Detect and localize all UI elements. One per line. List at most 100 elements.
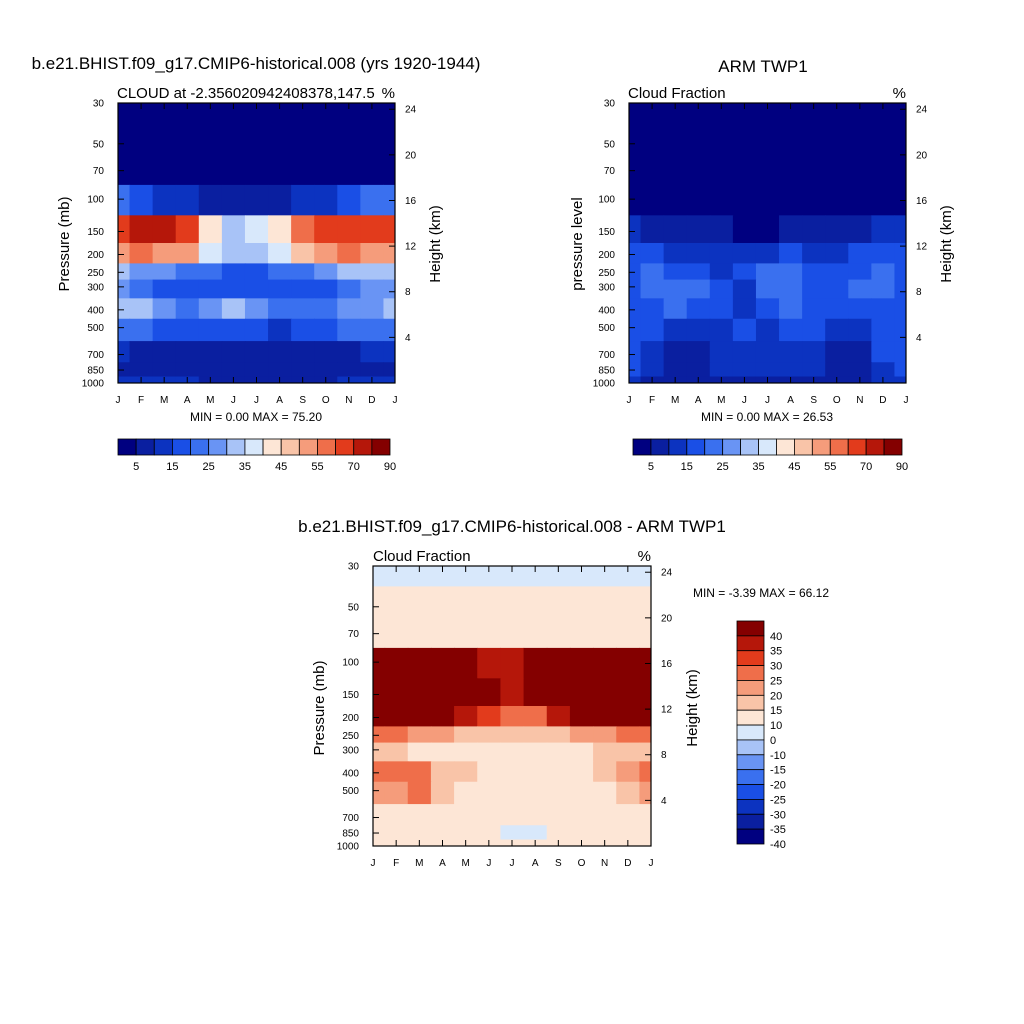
heatmap-cell [152,318,177,342]
y-tick-label: 200 [342,713,359,724]
heatmap-cell [523,825,548,841]
x-tick-label: M [415,858,423,869]
heatmap-cell [314,243,338,264]
height-tick-label: 4 [661,796,667,807]
heatmap-cell [198,263,223,281]
heatmap-cell [894,279,906,299]
colorbar-label: 55 [824,461,836,473]
heatmap-cell [118,215,131,244]
colorbar-label: -35 [770,824,786,836]
heatmap-cell [244,318,269,342]
y-tick-label: 100 [342,658,359,669]
height-tick-label: 20 [916,150,928,161]
heatmap-cell [686,362,711,378]
heatmap-cell [732,157,757,186]
heatmap-cell [407,678,432,707]
heatmap-cell [175,279,200,299]
heatmap-cell [454,781,478,805]
heatmap-cell [802,298,826,320]
heatmap-cell [407,761,432,783]
y-tick-label: 50 [604,139,616,150]
heatmap-cell [152,263,177,281]
heatmap-cell [477,726,502,744]
heatmap-cell [337,362,361,378]
colorbar-swatch [736,769,765,785]
heatmap-cell [152,362,177,378]
heatmap-cell [373,742,386,762]
heatmap-cell [871,243,896,264]
heatmap-cell [663,263,688,281]
heatmap-cell [546,586,571,621]
heatmap-cell [337,157,361,186]
heatmap-cell [129,157,154,186]
heatmap-cell [268,279,292,299]
heatmap-cell [268,215,292,244]
heatmap-cell [175,263,200,281]
heatmap-cell [802,103,826,124]
heatmap-cell [291,157,315,186]
heatmap-cell [663,123,688,158]
heatmap-cell [546,726,571,744]
heatmap-cell [871,215,896,244]
height-tick-label: 16 [916,196,928,207]
heatmap-cell [779,341,803,363]
heatmap-cell [244,298,269,320]
heatmap-cell [732,243,757,264]
heatmap-cell [407,566,432,587]
heatmap-cell [500,804,525,826]
heatmap-cell [118,362,131,378]
heatmap-cell [221,279,246,299]
heatmap-cell [709,341,734,363]
heatmap-cell [779,123,803,158]
heatmap-cell [629,184,642,216]
x-tick-label: J [627,395,632,406]
heatmap-cell [384,781,409,805]
heatmap-cell [175,184,200,216]
heatmap-cell [430,726,455,744]
y-tick-label: 500 [342,786,359,797]
heatmap-cell [593,726,617,744]
heatmap-cell [640,157,665,186]
heatmap-cell [639,678,651,707]
heatmap-cell [454,825,478,841]
heatmap-cell [477,566,502,587]
colorbar-label: 35 [239,461,251,473]
y-tick-label: 100 [598,195,615,206]
heatmap-cell [629,298,642,320]
colorbar-label: 15 [166,461,178,473]
colorbar-label: 90 [896,461,908,473]
heatmap-cell [407,586,432,621]
colorbar-swatch [736,813,765,830]
heatmap-cell [802,341,826,363]
heatmap-cell [360,362,385,378]
x-tick-label: M [717,395,725,406]
heatmap-cell [848,184,872,216]
y-tick-label: 50 [93,139,105,150]
heatmap-cell [407,742,432,762]
heatmap-cell [894,341,906,363]
heatmap-cell [755,243,780,264]
y-tick-label: 700 [342,813,359,824]
heatmap-cell [640,362,665,378]
heatmap-cell [523,566,548,587]
y-tick-label: 100 [87,195,104,206]
heatmap-cell [118,243,131,264]
colorbar-swatch [736,754,765,771]
panel-diff-subtitle-left: Cloud Fraction [373,548,471,565]
colorbar-swatch [280,438,300,456]
heatmap-cell [593,761,617,783]
panel-diff-stats: MIN = -3.39 MAX = 66.12 [693,586,829,600]
colorbar-label: 10 [770,720,782,732]
colorbar-swatch [736,799,765,815]
heatmap-cell [360,279,385,299]
x-tick-label: M [160,395,168,406]
heatmap-cell [848,263,872,281]
x-tick-label: A [532,858,539,869]
x-tick-label: J [904,395,909,406]
heatmap-cell [383,103,395,124]
colorbar-swatch [686,438,706,456]
heatmap-cell [546,804,571,826]
heatmap-cell [894,362,906,378]
heatmap-cell [477,781,502,805]
